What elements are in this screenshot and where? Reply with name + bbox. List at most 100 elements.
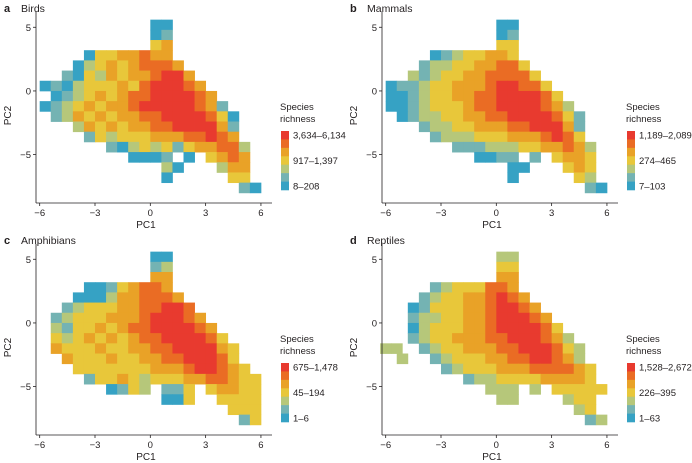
heatmap-cell: [584, 384, 597, 395]
heatmap-cell: [95, 373, 107, 385]
heatmap-cell: [249, 394, 262, 405]
heatmap-cell: [507, 29, 519, 41]
heatmap-cell: [407, 90, 420, 102]
heatmap-cell: [507, 282, 519, 293]
heatmap-cell: [518, 312, 530, 324]
heatmap-cell: [573, 162, 586, 173]
heatmap-cell: [452, 292, 464, 303]
heatmap-cell: [238, 394, 251, 405]
heatmap-cell: [95, 282, 107, 293]
heatmap-cell: [573, 121, 586, 133]
heatmap-cell: [529, 131, 541, 143]
heatmap-cell: [562, 121, 575, 133]
heatmap-cell: [518, 141, 530, 153]
heatmap-cell: [83, 70, 96, 82]
heatmap-cell: [172, 343, 184, 354]
heatmap-cell: [551, 90, 564, 102]
heatmap-cell: [95, 60, 107, 71]
heatmap-cell: [227, 172, 240, 184]
heatmap-cell: [183, 302, 195, 314]
y-tick-label: 0: [372, 318, 377, 329]
heatmap-cell: [418, 302, 431, 314]
heatmap-cell: [83, 373, 96, 385]
heatmap-cell: [205, 384, 218, 395]
heatmap-cell: [429, 322, 442, 334]
heatmap-cell: [407, 312, 420, 324]
heatmap-cell: [83, 60, 96, 71]
heatmap-cell: [529, 121, 541, 133]
y-tick-label: 5: [26, 23, 31, 34]
heatmap-cell: [95, 302, 107, 314]
x-tick-label: −6: [380, 440, 391, 451]
heatmap-cell: [150, 111, 162, 122]
heatmap-cell: [83, 322, 96, 334]
heatmap-cell: [227, 111, 240, 122]
heatmap-cell: [128, 70, 140, 82]
heatmap-cell: [540, 121, 553, 133]
heatmap-cell: [172, 302, 184, 314]
legend-title: richness: [626, 346, 662, 357]
heatmap-cell: [117, 90, 129, 102]
heatmap-cell: [429, 131, 442, 143]
heatmap-cell: [518, 353, 530, 365]
heatmap-cell: [183, 152, 195, 163]
legend-swatch: [281, 388, 289, 398]
heatmap-cell: [496, 141, 508, 153]
heatmap-cell: [128, 111, 140, 122]
heatmap-cell: [216, 343, 229, 354]
heatmap-cell: [172, 121, 184, 133]
heatmap-cell: [551, 363, 564, 375]
panel-title: Amphibians: [21, 235, 76, 247]
legend-title: Species: [626, 334, 660, 345]
heatmap-cell: [496, 70, 508, 82]
heatmap-cell: [496, 373, 508, 385]
heatmap-cell: [194, 131, 207, 143]
panel-letter: d: [350, 235, 357, 247]
heatmap-cell: [474, 373, 486, 385]
heatmap-cell: [496, 101, 508, 112]
heatmap-cell: [584, 363, 597, 375]
heatmap-cell: [452, 80, 464, 92]
heatmap-cell: [562, 111, 575, 122]
heatmap-cell: [584, 404, 597, 416]
heatmap-cell: [172, 292, 184, 303]
heatmap-cell: [139, 373, 151, 385]
heatmap-cell: [83, 312, 96, 324]
heatmap-cell: [507, 19, 519, 31]
heatmap-cell: [216, 101, 229, 112]
legend-swatch: [281, 379, 289, 389]
heatmap-cell: [496, 343, 508, 354]
heatmap-cell: [39, 101, 52, 112]
legend-swatch: [627, 388, 635, 398]
heatmap-cell: [463, 60, 475, 71]
y-tick-label: −5: [366, 382, 377, 393]
heatmap-cell: [463, 80, 475, 92]
heatmap-cell: [161, 50, 173, 61]
heatmap-cell: [150, 292, 162, 303]
heatmap-cell: [540, 333, 553, 344]
heatmap-cell: [573, 384, 586, 395]
heatmap-cell: [507, 261, 519, 273]
heatmap-cell: [507, 343, 519, 354]
heatmap-cell: [485, 333, 497, 344]
heatmap-cell: [83, 302, 96, 314]
heatmap-cell: [161, 363, 173, 375]
heatmap-cell: [106, 111, 118, 122]
heatmap-cell: [562, 384, 575, 395]
heatmap-cell: [441, 80, 453, 92]
heatmap-cell: [429, 121, 442, 133]
x-axis-label: PC1: [482, 220, 502, 231]
heatmap-cell: [205, 131, 218, 143]
heatmap-cell: [518, 302, 530, 314]
heatmap-cell: [216, 384, 229, 395]
heatmap-cell: [496, 111, 508, 122]
heatmap-cell: [429, 353, 442, 365]
heatmap-cell: [441, 292, 453, 303]
heatmap-cell: [529, 101, 541, 112]
heatmap-cell: [452, 353, 464, 365]
heatmap-cell: [172, 131, 184, 143]
heatmap-cell: [61, 322, 74, 334]
heatmap-cell: [507, 172, 519, 184]
heatmap-cell: [496, 322, 508, 334]
